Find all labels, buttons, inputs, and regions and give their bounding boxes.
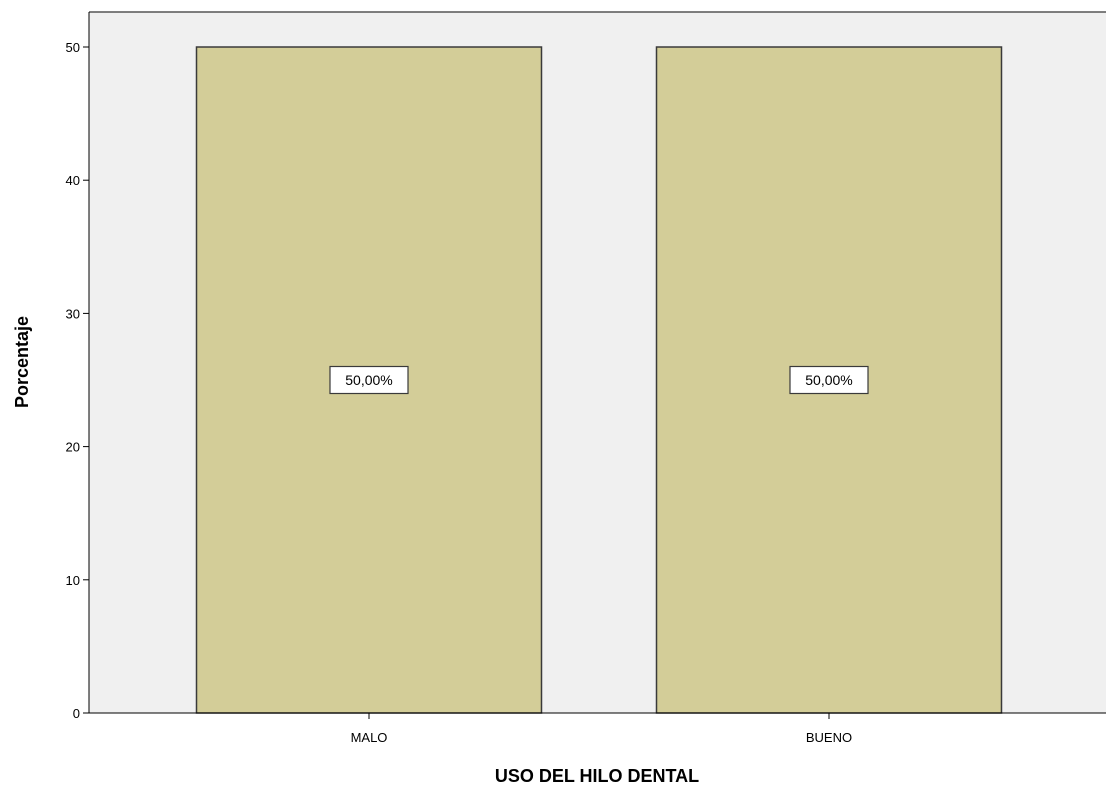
- data-label-box: [329, 365, 409, 395]
- y-tick-label: 10: [66, 573, 80, 588]
- data-labels-layer: 50,00% 50,00%: [329, 365, 869, 395]
- y-tick-label: 20: [66, 440, 80, 455]
- x-tick-label: MALO: [351, 730, 388, 745]
- data-label-box: [789, 365, 869, 395]
- y-tick-label: 30: [66, 306, 80, 321]
- y-tick-label: 0: [73, 706, 80, 721]
- y-tick-label: 50: [66, 40, 80, 55]
- data-label: 50,00%: [345, 372, 392, 388]
- data-label: 50,00%: [805, 372, 852, 388]
- y-tick-label: 40: [66, 173, 80, 188]
- x-axis-title: USO DEL HILO DENTAL: [495, 766, 699, 786]
- y-ticks-layer: 0 10 20 30 40 50: [66, 40, 89, 721]
- x-tick-label: BUENO: [806, 730, 852, 745]
- y-axis-title: Porcentaje: [12, 316, 32, 408]
- x-ticks-layer: MALO BUENO: [351, 713, 852, 745]
